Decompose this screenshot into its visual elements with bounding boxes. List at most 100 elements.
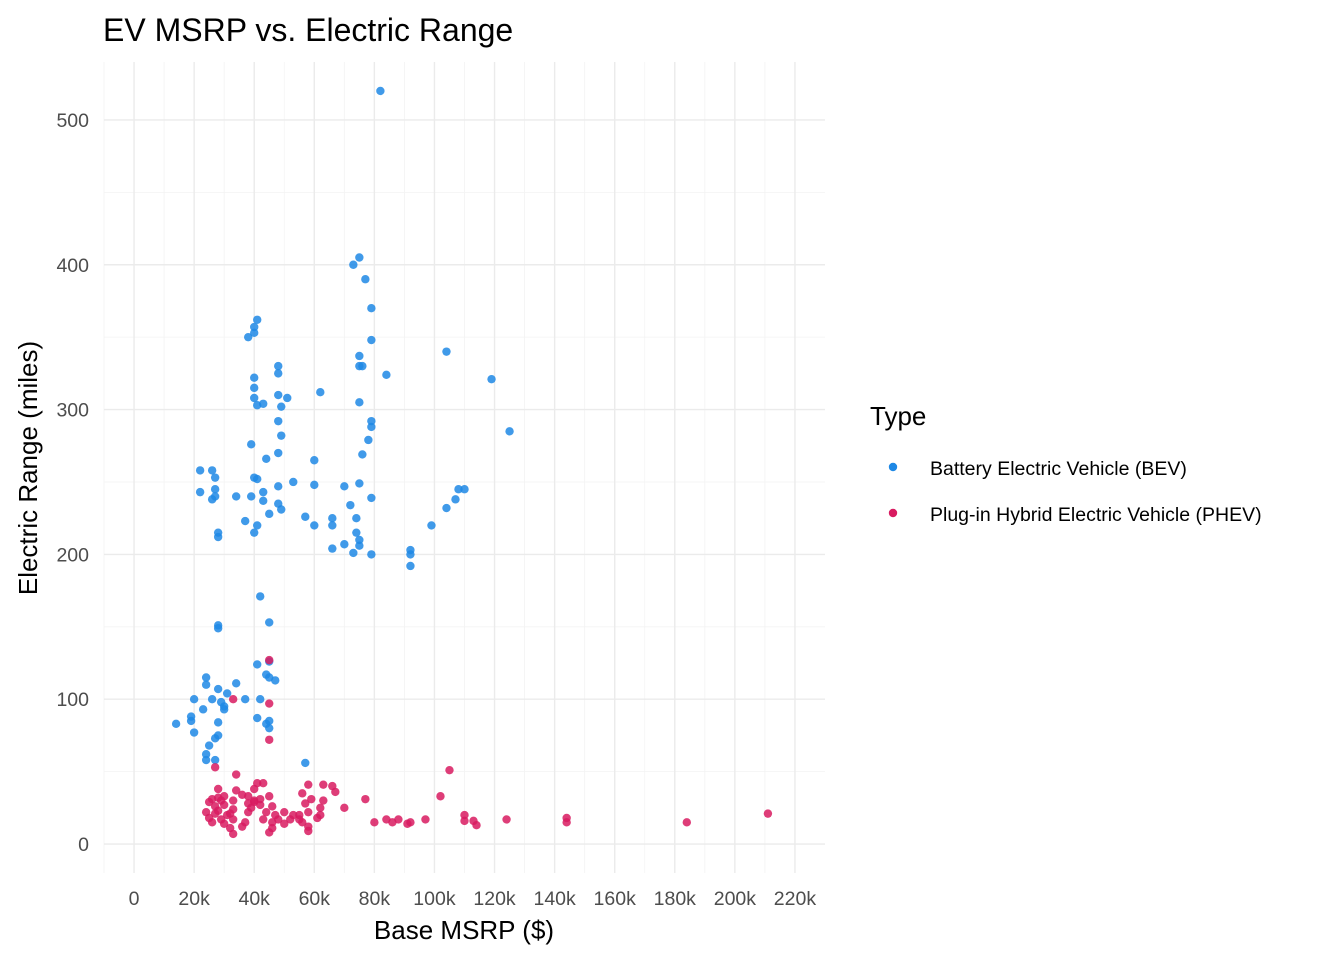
data-point-bev <box>355 535 364 545</box>
data-point-bev <box>250 383 259 393</box>
data-point-phev <box>280 819 289 828</box>
data-point-bev <box>265 509 274 519</box>
data-point-phev <box>231 770 241 779</box>
minor-gridlines <box>103 62 825 873</box>
data-point-bev <box>346 500 355 510</box>
data-point-bev <box>274 369 283 378</box>
data-point-bev <box>240 516 250 526</box>
data-point-phev <box>460 816 469 826</box>
data-point-bev <box>247 492 256 501</box>
data-point-phev <box>562 818 571 827</box>
data-point-phev <box>319 796 328 805</box>
data-point-bev <box>198 705 208 714</box>
data-point-phev <box>460 810 469 820</box>
data-point-bev <box>376 86 385 96</box>
data-point-bev <box>427 521 436 530</box>
data-point-phev <box>222 810 232 820</box>
data-point-bev <box>460 485 469 494</box>
data-point-phev <box>763 809 773 818</box>
data-point-phev <box>265 699 274 708</box>
data-point-bev <box>352 513 361 523</box>
data-point-phev <box>682 818 692 827</box>
data-point-bev <box>274 416 283 426</box>
x-tick-label: 140k <box>533 888 576 910</box>
data-point-bev <box>358 450 367 459</box>
data-point-bev <box>274 390 283 400</box>
data-point-bev <box>328 513 337 523</box>
data-point-bev <box>274 448 283 458</box>
data-point-bev <box>256 592 265 601</box>
legend-label-phev: Plug-in Hybrid Electric Vehicle (PHEV) <box>930 504 1262 526</box>
data-point-bev <box>367 303 376 313</box>
data-point-phev <box>436 792 445 801</box>
data-point-bev <box>355 398 364 407</box>
data-point-bev <box>210 755 220 765</box>
legend-key-bev <box>888 462 898 472</box>
data-point-phev <box>340 803 349 813</box>
data-point-bev <box>277 431 286 440</box>
x-tick-label: 100k <box>413 888 456 910</box>
y-tick-label: 500 <box>56 110 89 132</box>
data-point-bev <box>213 532 223 542</box>
x-tick-label: 0 <box>129 888 140 910</box>
data-point-bev <box>201 680 211 689</box>
data-point-bev <box>231 492 241 501</box>
data-point-phev <box>207 794 217 804</box>
legend: Type Battery Electric Vehicle (BEV) Plug… <box>870 401 1262 526</box>
data-point-phev <box>502 815 511 824</box>
data-point-phev <box>228 815 238 824</box>
data-point-bev <box>274 361 283 371</box>
data-point-phev <box>445 765 454 775</box>
data-point-phev <box>265 655 274 665</box>
data-point-bev <box>265 618 274 627</box>
y-axis-tick-labels: 0 100 200 300 400 500 <box>56 110 89 856</box>
data-points <box>171 86 773 839</box>
data-point-bev <box>250 322 259 332</box>
data-point-bev <box>442 503 451 513</box>
data-point-bev <box>406 561 415 571</box>
data-point-bev <box>171 719 181 729</box>
data-point-bev <box>201 755 211 765</box>
data-point-bev <box>277 402 286 411</box>
data-point-bev <box>328 544 337 553</box>
data-point-bev <box>253 521 262 530</box>
data-point-bev <box>367 335 376 345</box>
data-point-bev <box>274 482 283 491</box>
data-point-bev <box>352 528 361 537</box>
data-point-phev <box>228 796 238 805</box>
legend-key-phev <box>888 508 898 518</box>
data-point-phev <box>265 792 274 801</box>
data-point-bev <box>328 521 337 530</box>
y-tick-label: 100 <box>56 689 89 711</box>
data-point-phev <box>421 815 430 824</box>
data-point-phev <box>250 784 259 794</box>
data-point-bev <box>355 351 364 361</box>
data-point-bev <box>310 521 319 530</box>
data-point-bev <box>207 695 217 704</box>
data-point-bev <box>355 479 364 488</box>
data-point-bev <box>213 624 223 633</box>
data-point-bev <box>253 660 262 669</box>
data-point-phev <box>304 826 313 836</box>
data-point-bev <box>189 695 199 704</box>
data-point-bev <box>487 374 496 384</box>
data-point-bev <box>250 328 259 338</box>
data-point-bev <box>367 493 376 503</box>
x-tick-label: 40k <box>238 888 270 910</box>
data-point-bev <box>277 505 286 514</box>
y-axis-title: Electric Range (miles) <box>13 341 43 595</box>
data-point-bev <box>186 716 196 726</box>
data-point-bev <box>283 393 292 403</box>
data-point-phev <box>316 803 325 813</box>
data-point-bev <box>367 550 376 559</box>
data-point-phev <box>331 787 340 797</box>
y-tick-label: 300 <box>56 400 89 422</box>
data-point-bev <box>364 435 373 445</box>
data-point-bev <box>259 496 268 506</box>
data-point-bev <box>201 750 211 759</box>
data-point-bev <box>355 253 364 262</box>
data-point-bev <box>442 347 451 356</box>
data-point-phev <box>298 789 307 798</box>
data-point-bev <box>406 550 415 559</box>
